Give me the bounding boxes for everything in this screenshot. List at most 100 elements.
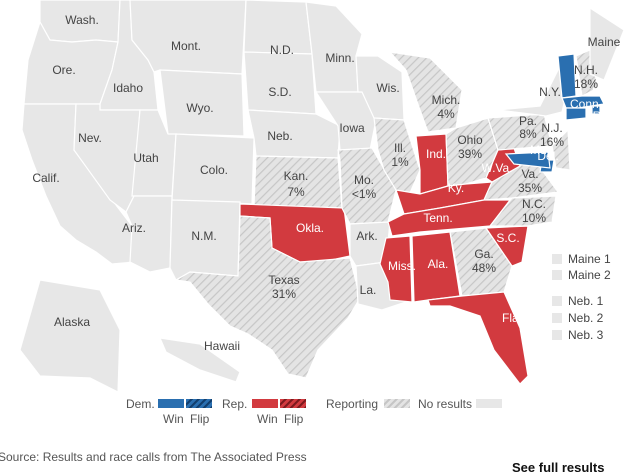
state-sc[interactable] — [484, 225, 529, 267]
state-pct-pa: 8% — [519, 127, 537, 141]
state-fl[interactable] — [427, 291, 529, 385]
state-label-vt: Vt. — [559, 41, 574, 55]
state-label-nv: Nev. — [78, 131, 102, 145]
state-label-mn: Minn. — [325, 51, 354, 65]
us-results-map: Wash. Ore. Calif. Idaho Nev. Mont. Wyo. Utah Ari… — [19, 0, 625, 393]
state-ga[interactable] — [449, 227, 513, 297]
district-row[interactable]: Neb. 3 — [552, 328, 603, 342]
legend-rep-win-swatch — [252, 399, 278, 408]
state-label-ct: Conn. — [570, 97, 602, 111]
legend-dem-label: Dem. — [126, 397, 155, 411]
state-pct-mi: 4% — [437, 107, 455, 121]
state-label-me: Maine — [588, 35, 621, 49]
district-row[interactable]: Maine 1 — [552, 252, 611, 266]
state-hi[interactable] — [159, 337, 241, 383]
state-label-al: Ala. — [428, 257, 449, 271]
legend-dem-flip-swatch — [186, 399, 212, 408]
state-label-nj: N.J. — [541, 121, 562, 135]
state-label-id: Idaho — [113, 81, 143, 95]
legend-dem-flip-label: Flip — [190, 412, 210, 426]
state-label-hi: Hawaii — [204, 339, 240, 353]
state-label-pa: Pa. — [519, 114, 537, 128]
district-label: Maine 2 — [568, 268, 611, 282]
state-ct[interactable] — [565, 107, 587, 121]
state-label-fl: Fla. — [502, 311, 522, 325]
state-label-in: Ind. — [426, 147, 446, 161]
district-row[interactable]: Neb. 2 — [552, 311, 603, 325]
state-label-ky: Ky. — [448, 181, 464, 195]
legend-no-results-label: No results — [418, 397, 473, 411]
district-label: Neb. 2 — [568, 311, 604, 325]
district-label: Neb. 1 — [568, 294, 604, 308]
state-label-co: Colo. — [200, 163, 228, 177]
state-pct-il: 1% — [391, 155, 409, 169]
state-ms[interactable] — [379, 235, 413, 303]
state-label-sc: S.C. — [496, 231, 519, 245]
state-label-nd: N.D. — [270, 43, 294, 57]
state-pct-ga: 48% — [472, 261, 496, 275]
legend-rep-win-label: Win — [257, 412, 278, 426]
state-label-ia: Iowa — [339, 121, 365, 135]
state-pct-ks: 7% — [287, 185, 305, 199]
state-nh[interactable] — [575, 49, 599, 97]
state-ak[interactable] — [19, 279, 121, 393]
district-swatch — [552, 296, 562, 306]
legend-reporting-swatch — [384, 399, 410, 408]
state-pct-nj: 16% — [540, 135, 564, 149]
state-label-nh: N.H. — [574, 63, 598, 77]
state-pct-mo: <1% — [352, 187, 377, 201]
state-label-ms: Miss. — [388, 259, 416, 273]
district-label: Maine 1 — [568, 252, 611, 266]
state-wy[interactable] — [159, 69, 245, 137]
district-swatch — [552, 254, 562, 264]
legend-rep-flip-label: Flip — [284, 412, 304, 426]
state-pct-oh: 39% — [458, 147, 482, 161]
state-in[interactable] — [415, 133, 449, 195]
state-mn[interactable] — [305, 1, 363, 93]
state-ne[interactable] — [247, 109, 341, 159]
district-label: Neb. 3 — [568, 328, 604, 342]
state-pct-nh: 18% — [574, 77, 598, 91]
state-label-md: Md. — [530, 143, 550, 157]
state-pct-tx: 31% — [272, 287, 296, 301]
state-label-ne: Neb. — [267, 129, 292, 143]
state-label-wv: W.Va. — [481, 161, 512, 175]
state-me[interactable] — [589, 6, 625, 81]
state-md[interactable] — [504, 151, 551, 169]
state-ri[interactable] — [591, 105, 601, 115]
legend-dem-win-swatch — [158, 399, 184, 408]
district-swatch — [552, 270, 562, 280]
state-label-ca: Calif. — [32, 171, 59, 185]
state-pct-nc: 10% — [522, 211, 546, 225]
see-full-results-link[interactable]: See full results — [512, 460, 605, 475]
state-label-ak: Alaska — [54, 315, 90, 329]
legend-rep-label: Rep. — [222, 397, 248, 411]
state-label-il: Ill. — [394, 141, 406, 155]
state-mi[interactable] — [388, 51, 463, 133]
state-pct-va: 35% — [518, 181, 542, 195]
state-tx[interactable] — [174, 215, 361, 379]
state-label-ma: Mass. — [592, 85, 624, 99]
state-nc[interactable] — [488, 195, 557, 227]
state-label-ok: Okla. — [296, 221, 324, 235]
legend-no-results-swatch — [476, 399, 502, 408]
state-label-mt: Mont. — [171, 39, 201, 53]
state-sd[interactable] — [243, 51, 317, 115]
legend-reporting-label: Reporting — [326, 397, 379, 411]
state-label-wy: Wyo. — [186, 101, 213, 115]
state-label-oh: Ohio — [457, 133, 483, 147]
state-label-ar: Ark. — [356, 229, 377, 243]
legend-rep-flip-swatch — [280, 399, 306, 408]
state-label-tx: Texas — [268, 273, 299, 287]
district-row[interactable]: Maine 2 — [552, 268, 611, 282]
state-label-az: Ariz. — [122, 221, 146, 235]
district-row[interactable]: Neb. 1 — [552, 294, 603, 308]
state-label-ks: Kan. — [284, 169, 309, 183]
district-swatch — [552, 313, 562, 323]
source-note: Source: Results and race calls from The … — [0, 450, 307, 464]
state-nj[interactable] — [551, 128, 571, 171]
state-label-mo: Mo. — [354, 173, 374, 187]
state-label-ut: Utah — [133, 151, 158, 165]
map-legend: Dem. Win Flip Rep. Win Flip Reporting No… — [0, 395, 640, 427]
state-label-sd: S.D. — [268, 85, 291, 99]
